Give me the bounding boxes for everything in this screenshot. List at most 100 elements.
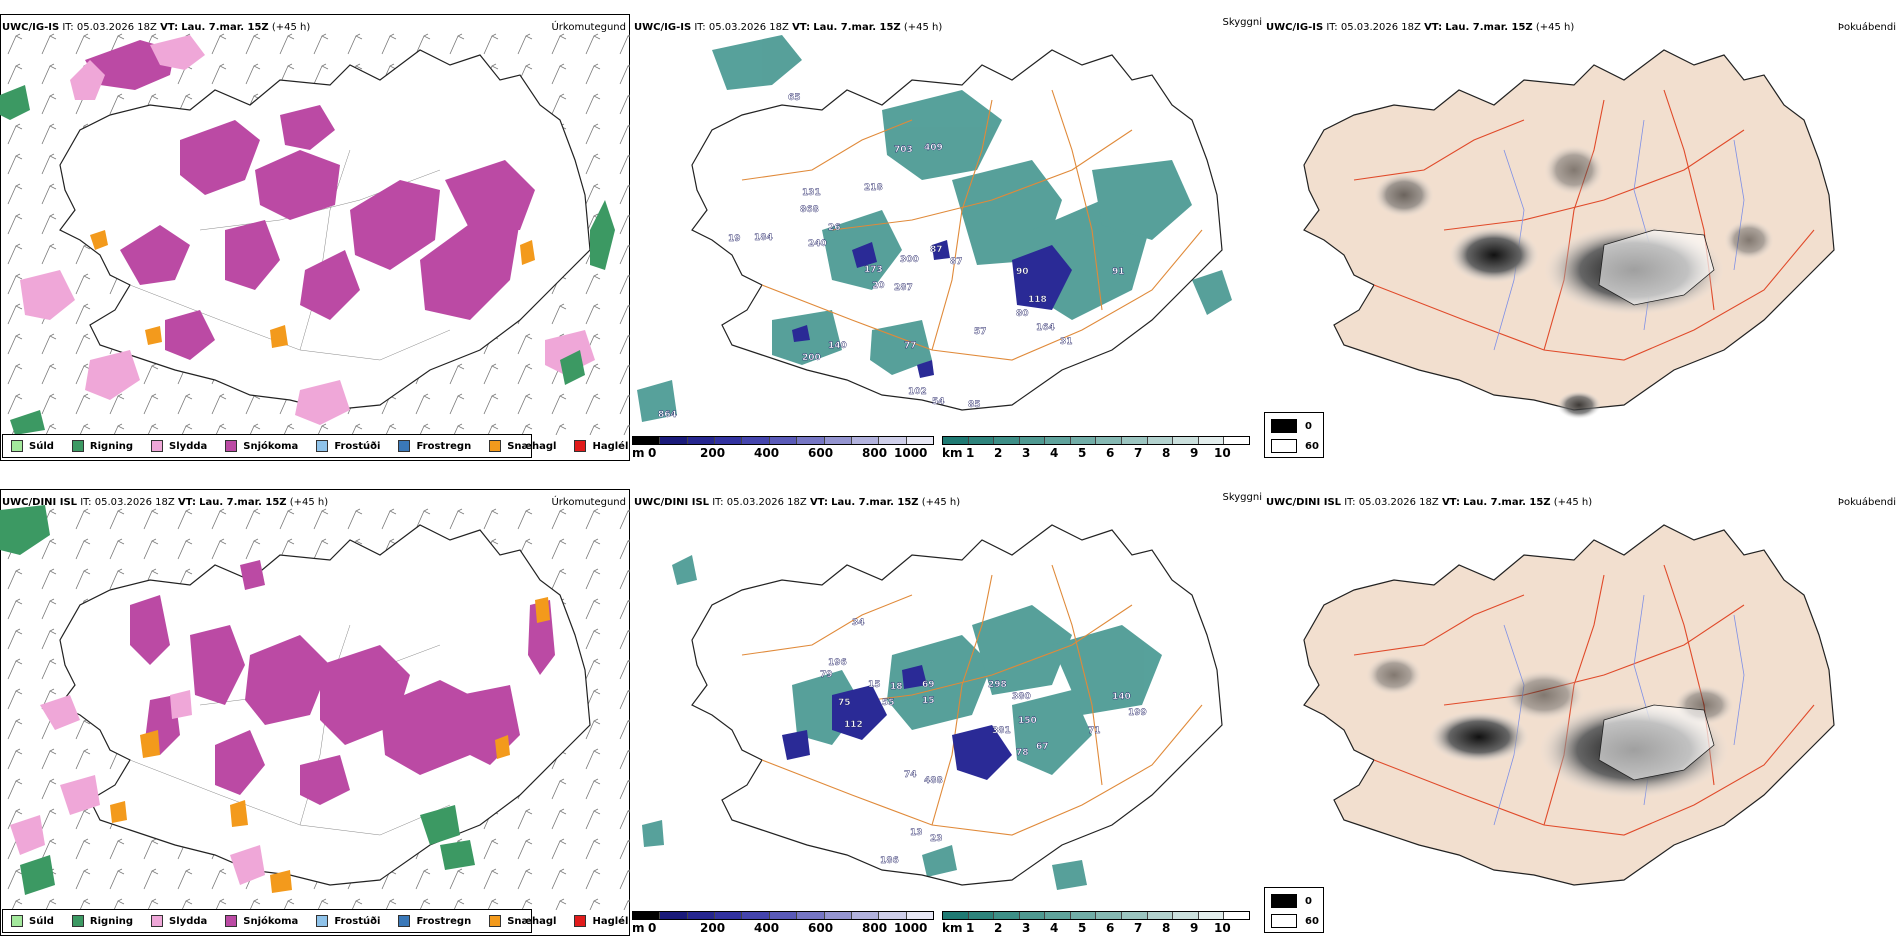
legend-item-freezing-rain: Frostregn [398,440,471,452]
colorbar-strip [632,911,934,920]
visibility-value-labels: 703 409 218 131 868 26 240 300 87 87 20 … [658,93,1125,420]
colorbar-tick: 10 [1214,446,1231,460]
lead-time: (+45 h) [1535,22,1575,33]
colorbar-tick: 4 [1050,446,1059,460]
fog-legend-label: 0 [1305,421,1312,432]
visibility-colorbar: km 1 2 3 4 5 6 7 8 9 10 [942,436,1250,460]
cloud-base-colorbar: m 0 200 400 600 800 1000 [632,436,934,460]
visibility-map: 34 196 79 15 18 69 298 380 140 55 15 75 … [642,524,1223,890]
low-cloud-base-areas [782,665,1012,780]
legend-swatch [151,915,164,927]
legend-item-drizzle: Súld [11,915,54,927]
vis-label: 186 [880,856,899,866]
colorbar-tick: 7 [1134,446,1143,460]
legend-item-rain: Rigning [71,440,133,452]
vis-label: 150 [1018,716,1037,726]
legend-item-hail: Haglél [574,915,628,927]
vt-label: VT: [177,497,196,508]
vis-label: 74 [904,770,917,780]
fog-legend-swatch-black [1271,419,1297,433]
road-network [1353,89,1815,361]
colorbar-tick: 7 [1134,921,1143,935]
legend-item-drizzle: Súld [11,440,54,452]
vis-label: 15 [922,696,935,706]
it-value: 05.03.2026 18Z [1340,22,1421,33]
panel-title: Úrkomutegund [551,497,626,508]
visibility-value-labels: 34 196 79 15 18 69 298 380 140 55 15 75 … [820,618,1147,866]
model-name: UWC/IG-IS [634,22,692,33]
vis-label: 488 [924,776,943,786]
vis-label: 868 [800,205,819,215]
colorbar-tick: 0 [648,446,657,460]
it-label: IT: [1344,497,1356,508]
vis-label: 287 [894,283,913,293]
legend-item-sleet: Slydda [151,915,207,927]
it-value: 05.03.2026 18Z [708,22,789,33]
legend-item-freezing-drizzle: Frostúði [316,440,380,452]
vis-label: 703 [894,145,913,155]
rain-areas [0,505,475,895]
colorbar-tick: 5 [1078,921,1087,935]
snow-areas [85,40,535,360]
colorbar-tick: 400 [754,446,780,460]
vis-label: 31 [1060,337,1073,347]
vis-label: 199 [1128,708,1147,718]
vt-value: Lau. 7.mar. 15Z [831,497,919,508]
it-value: 05.03.2026 18Z [94,497,175,508]
panel-title: Skyggni [1222,17,1262,28]
colorbar-tick: 1 [966,921,975,935]
precip-type-legend: Súld Rigning Slydda Snjókoma Frostúði Fr… [2,909,628,933]
panel-title: Þokuábendi [1837,22,1896,33]
vis-label: 78 [1016,748,1029,758]
road-network [741,89,1203,361]
vis-label: 298 [988,680,1007,690]
colorbar-unit: km [942,921,963,935]
vis-label: 90 [1016,267,1029,277]
colorbar-ticks: m 0 200 400 600 800 1000 [632,446,934,460]
legend-swatch [11,440,23,452]
legend-label: Súld [29,915,54,927]
fog-legend: 0 60 [1264,412,1324,458]
sleet-areas [20,35,595,425]
vt-label: VT: [1441,497,1460,508]
forecast-row-dini-isl: UWC/DINI ISL IT: 05.03.2026 18Z VT: Lau.… [0,475,1900,950]
fog-indicator-panel: UWC/IG-IS IT: 05.03.2026 18Z VT: Lau. 7.… [1264,0,1900,475]
vis-label: 79 [820,670,833,680]
it-label: IT: [1326,22,1338,33]
legend-label: Snjókoma [243,440,299,452]
colorbar-ticks: m 0 200 400 600 800 1000 [632,921,934,935]
legend-label: Snæhagl [507,915,557,927]
vt-label: VT: [1424,22,1443,33]
colorbar-tick: 800 [862,921,888,935]
legend-item-sleet: Slydda [151,440,207,452]
it-label: IT: [62,22,74,33]
colorbar-strip [942,911,1250,920]
colorbar-tick: 600 [808,446,834,460]
legend-label: Haglél [592,440,629,452]
vis-label: 87 [950,257,963,267]
colorbar-tick: 8 [1162,921,1171,935]
visibility-colorbar: km 1 2 3 4 5 6 7 8 9 10 [942,911,1250,935]
lead-time: (+45 h) [903,22,943,33]
lead-time: (+45 h) [921,497,961,508]
vis-label: 240 [808,239,827,249]
vis-label: 85 [968,400,981,410]
vt-value: Lau. 7.mar. 15Z [813,22,901,33]
legend-label: Frostregn [416,915,472,927]
vis-label: 75 [838,698,851,708]
it-value: 05.03.2026 18Z [76,22,157,33]
vis-label: 54 [932,397,945,407]
glacier-outline [1598,229,1715,306]
vt-label: VT: [160,22,179,33]
vt-value: Lau. 7.mar. 15Z [1463,497,1551,508]
fog-legend-swatch-white [1271,914,1297,928]
model-name: UWC/IG-IS [1266,22,1324,33]
snow-pellet-areas [110,597,550,893]
low-cloud-base-areas [792,240,1072,378]
panel-header: UWC/DINI ISL IT: 05.03.2026 18Z VT: Lau.… [1266,497,1592,508]
panel-header: UWC/DINI ISL IT: 05.03.2026 18Z VT: Lau.… [2,497,328,508]
vis-label: 13 [910,828,923,838]
road-network [741,564,1203,836]
legend-label: Frostúði [334,440,381,452]
legend-item-snow-pellets: Snæhagl [489,440,556,452]
